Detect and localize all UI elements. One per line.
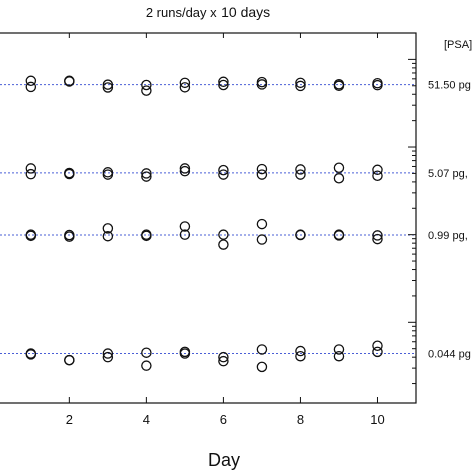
data-point-1-1 <box>25 168 37 180</box>
data-point-3-5 <box>102 351 114 363</box>
right-axis-header: [PSA] <box>444 39 472 51</box>
data-point-3-17 <box>333 350 345 362</box>
data-point-3-14 <box>295 345 306 357</box>
data-point-2-8 <box>179 221 191 232</box>
data-point-1-10 <box>218 164 229 176</box>
data-point-0-11 <box>218 79 229 91</box>
data-point-2-7 <box>141 230 152 242</box>
data-point-3-16 <box>333 344 345 355</box>
data-point-1-4 <box>102 167 114 178</box>
data-point-3-19 <box>372 346 383 358</box>
data-point-2-11 <box>218 239 229 250</box>
right-axis-label-3: 0.044 pg <box>428 349 471 361</box>
plot-area: 2 4 6 8 10 [PSA] 51.50 pg 5.07 pg, 0.99 pg, 0.044… <box>0 32 472 427</box>
data-point-0-9 <box>179 82 191 93</box>
data-point-1-0 <box>25 163 37 174</box>
data-point-0-8 <box>179 77 191 89</box>
right-axis-label-0: 51.50 pg <box>428 80 471 92</box>
data-point-0-0 <box>25 75 37 87</box>
data-point-1-3 <box>64 168 75 180</box>
data-point-1-14 <box>295 164 306 175</box>
x-tick-label-10: 10 <box>370 412 384 427</box>
data-point-3-11 <box>218 355 229 367</box>
data-point-2-5 <box>102 230 114 242</box>
chart-title: 2 runs/day x 10 days <box>146 4 270 21</box>
data-point-1-19 <box>372 170 383 182</box>
data-point-2-1 <box>25 230 37 242</box>
x-tick-label-4: 4 <box>143 412 150 427</box>
data-point-2-18 <box>372 230 383 241</box>
data-point-3-6 <box>141 347 152 358</box>
data-point-0-14 <box>295 77 306 89</box>
data-point-0-6 <box>141 79 152 91</box>
data-point-1-7 <box>141 171 152 182</box>
data-point-3-15 <box>295 350 306 362</box>
data-point-0-13 <box>256 79 268 90</box>
data-point-1-11 <box>218 169 229 180</box>
data-point-1-9 <box>179 165 191 177</box>
data-point-2-17 <box>333 230 345 241</box>
x-tick-label-6: 6 <box>220 412 227 427</box>
data-point-2-13 <box>256 234 268 245</box>
data-point-2-10 <box>218 229 229 240</box>
data-point-0-15 <box>295 80 306 92</box>
data-point-1-8 <box>179 163 191 174</box>
right-axis-label-1: 5.07 pg, <box>428 168 468 180</box>
data-point-2-19 <box>372 233 383 245</box>
data-point-3-4 <box>102 348 114 359</box>
data-point-0-19 <box>372 79 383 91</box>
data-point-2-4 <box>102 223 114 234</box>
data-point-0-3 <box>64 76 75 87</box>
data-point-0-12 <box>256 76 268 88</box>
data-point-1-15 <box>295 169 306 180</box>
data-point-1-17 <box>333 173 345 184</box>
data-point-0-7 <box>141 85 152 96</box>
data-point-3-13 <box>256 361 268 373</box>
data-point-3-7 <box>141 360 152 371</box>
data-point-1-16 <box>333 162 345 174</box>
data-point-3-9 <box>179 348 191 359</box>
data-point-2-3 <box>64 231 75 242</box>
x-tick-label-2: 2 <box>66 412 73 427</box>
data-point-0-17 <box>333 80 345 92</box>
data-point-1-5 <box>102 169 114 180</box>
data-point-2-9 <box>179 229 191 240</box>
data-point-2-15 <box>295 229 306 241</box>
x-tick-label-8: 8 <box>297 412 304 427</box>
plot-frame <box>0 32 417 404</box>
data-point-1-18 <box>372 164 383 176</box>
data-point-3-10 <box>218 351 229 363</box>
data-point-2-12 <box>256 218 268 230</box>
x-axis-label: Day <box>208 450 240 470</box>
data-point-0-1 <box>25 81 37 93</box>
data-point-1-6 <box>141 168 152 179</box>
data-point-1-12 <box>256 163 268 175</box>
right-axis-label-2: 0.99 pg, <box>428 230 468 242</box>
data-point-0-10 <box>218 76 229 88</box>
data-point-3-1 <box>25 349 37 360</box>
data-point-1-13 <box>256 169 268 180</box>
data-point-3-12 <box>256 344 268 355</box>
data-point-3-3 <box>64 354 75 366</box>
data-point-3-18 <box>372 340 383 352</box>
data-point-0-5 <box>102 82 114 93</box>
data-point-0-4 <box>102 79 114 90</box>
